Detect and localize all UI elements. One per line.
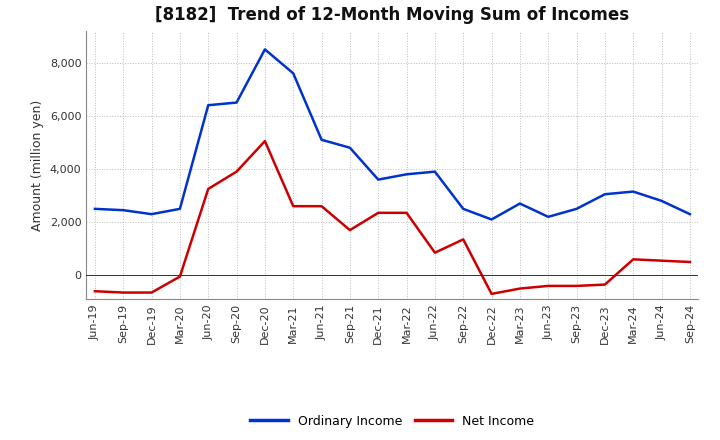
Net Income xyxy=(431,250,439,255)
Ordinary Income xyxy=(459,206,467,212)
Ordinary Income xyxy=(431,169,439,174)
Net Income xyxy=(685,259,694,264)
Ordinary Income xyxy=(91,206,99,212)
Ordinary Income xyxy=(600,191,609,197)
Ordinary Income xyxy=(629,189,637,194)
Net Income xyxy=(91,289,99,294)
Net Income xyxy=(119,290,127,295)
Net Income xyxy=(459,237,467,242)
Net Income xyxy=(289,204,297,209)
Net Income xyxy=(487,291,496,297)
Ordinary Income xyxy=(657,198,666,204)
Net Income xyxy=(657,258,666,263)
Net Income xyxy=(204,186,212,191)
Ordinary Income xyxy=(176,206,184,212)
Net Income xyxy=(600,282,609,287)
Net Income xyxy=(233,169,241,174)
Ordinary Income xyxy=(544,214,552,220)
Ordinary Income xyxy=(148,212,156,217)
Title: [8182]  Trend of 12-Month Moving Sum of Incomes: [8182] Trend of 12-Month Moving Sum of I… xyxy=(156,6,629,24)
Net Income xyxy=(346,227,354,233)
Net Income xyxy=(148,290,156,295)
Ordinary Income xyxy=(318,137,326,143)
Net Income xyxy=(516,286,524,291)
Ordinary Income xyxy=(289,71,297,76)
Net Income xyxy=(402,210,411,216)
Ordinary Income xyxy=(233,100,241,105)
Net Income xyxy=(176,274,184,279)
Y-axis label: Amount (million yen): Amount (million yen) xyxy=(32,99,45,231)
Ordinary Income xyxy=(261,47,269,52)
Net Income xyxy=(374,210,382,216)
Net Income xyxy=(544,283,552,289)
Ordinary Income xyxy=(516,201,524,206)
Ordinary Income xyxy=(685,212,694,217)
Net Income xyxy=(572,283,581,289)
Ordinary Income xyxy=(402,172,411,177)
Net Income xyxy=(318,204,326,209)
Ordinary Income xyxy=(572,206,581,212)
Legend: Ordinary Income, Net Income: Ordinary Income, Net Income xyxy=(246,410,539,433)
Ordinary Income xyxy=(487,217,496,222)
Line: Ordinary Income: Ordinary Income xyxy=(95,49,690,220)
Net Income xyxy=(629,257,637,262)
Ordinary Income xyxy=(204,103,212,108)
Net Income xyxy=(261,139,269,144)
Ordinary Income xyxy=(374,177,382,182)
Ordinary Income xyxy=(346,145,354,150)
Ordinary Income xyxy=(119,208,127,213)
Line: Net Income: Net Income xyxy=(95,141,690,294)
